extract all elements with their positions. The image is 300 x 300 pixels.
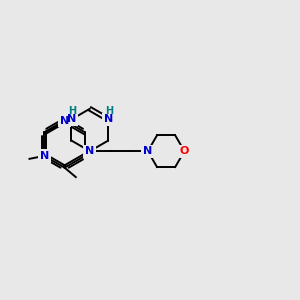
Text: N: N: [60, 116, 69, 126]
Text: H: H: [105, 106, 113, 116]
Text: N: N: [103, 114, 113, 124]
Text: N: N: [85, 146, 94, 156]
Bar: [178, 145, 191, 158]
Text: N: N: [40, 151, 49, 161]
Bar: [38, 149, 51, 163]
Text: O: O: [180, 146, 189, 156]
Text: N: N: [143, 146, 152, 156]
Bar: [141, 145, 154, 158]
Bar: [58, 114, 71, 127]
Text: N: N: [67, 114, 76, 124]
Bar: [102, 113, 115, 126]
Bar: [83, 145, 97, 158]
Text: H: H: [68, 106, 76, 116]
Bar: [65, 113, 78, 126]
